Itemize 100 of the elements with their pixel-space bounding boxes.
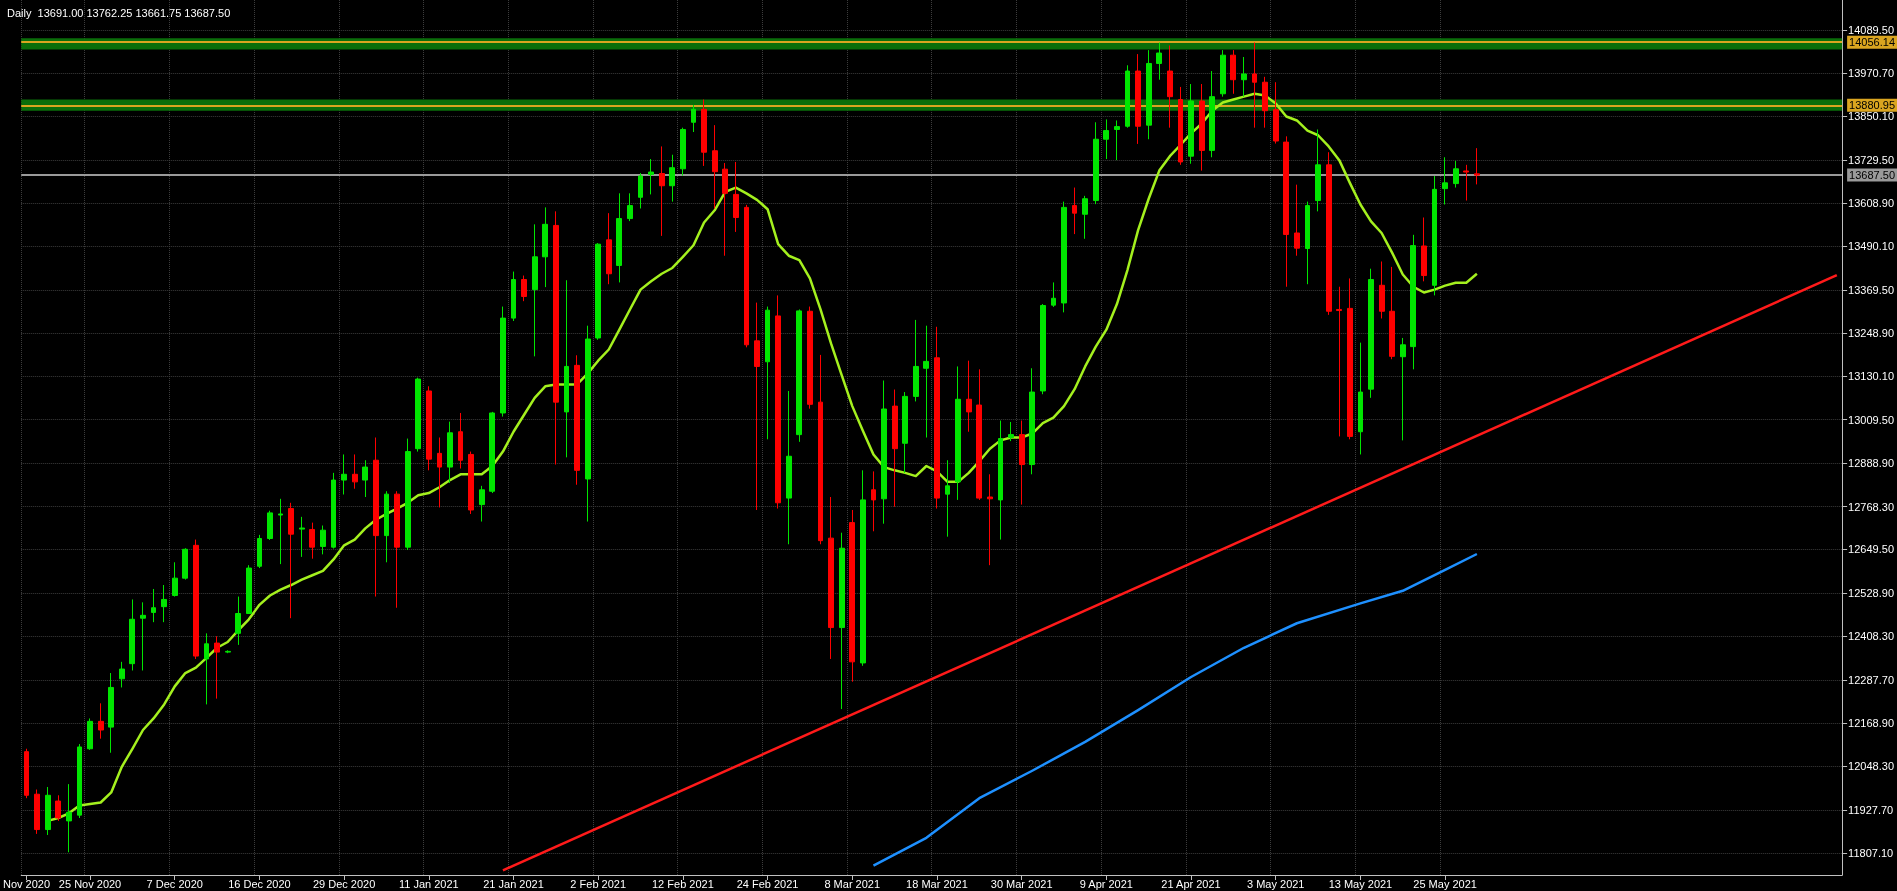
candlestick — [1220, 49, 1226, 98]
candlestick — [66, 783, 72, 853]
candlestick — [1252, 42, 1257, 129]
candlestick — [257, 534, 262, 569]
candlestick — [1432, 175, 1437, 296]
candlestick — [182, 547, 188, 581]
candlestick — [754, 302, 760, 511]
candlestick — [722, 162, 728, 257]
candlestick — [458, 412, 463, 470]
candlestick — [246, 564, 252, 615]
candlestick — [1400, 337, 1406, 441]
y-tick-label: 12048.30 — [1848, 760, 1895, 773]
candlestick — [585, 325, 591, 523]
candlestick — [775, 294, 781, 510]
candlestick — [595, 242, 601, 341]
candlestick — [489, 411, 495, 494]
candlestick — [796, 308, 802, 443]
candlestick — [701, 99, 707, 167]
candlestick — [415, 377, 421, 453]
candlestick — [712, 124, 718, 209]
y-tick-label: 13490.10 — [1848, 240, 1895, 253]
candlestick — [1146, 49, 1152, 140]
candlestick — [839, 532, 845, 710]
candlestick — [1029, 367, 1035, 475]
candlestick — [564, 279, 569, 458]
candlestick — [468, 451, 474, 515]
candlestick — [331, 472, 336, 550]
candlestick — [500, 306, 506, 418]
y-tick-label: 11807.10 — [1848, 847, 1894, 860]
candlestick — [998, 420, 1003, 541]
candlestick — [955, 365, 961, 501]
candlestick — [140, 601, 146, 671]
y-tick-label: 12649.50 — [1848, 543, 1895, 556]
candlestick — [648, 158, 654, 195]
candlestick — [1389, 266, 1395, 360]
y-tick-label: 13130.10 — [1848, 370, 1895, 383]
y-tick-label: 13369.50 — [1848, 283, 1895, 296]
candlestick — [1178, 86, 1183, 166]
candlestick — [267, 510, 273, 541]
y-tick-label: 13009.50 — [1848, 413, 1895, 426]
candlestick — [1230, 49, 1236, 95]
candlestick — [426, 385, 432, 471]
candlestick — [574, 354, 580, 486]
candlestick — [902, 391, 908, 474]
candlestick — [828, 496, 834, 660]
candlestick — [1294, 184, 1300, 257]
candlestick — [892, 389, 898, 508]
x-tick-label: 2 Feb 2021 — [570, 877, 627, 890]
candlestick — [849, 509, 855, 683]
candlestick — [1040, 303, 1046, 395]
candlestick — [1199, 83, 1205, 172]
candlestick — [1305, 201, 1310, 285]
candlestick — [193, 539, 199, 660]
candlestick — [1125, 64, 1130, 129]
candlestick — [278, 498, 283, 565]
candlestick — [161, 584, 167, 623]
x-tick-label: 21 Jan 2021 — [483, 877, 544, 890]
candlestick — [934, 326, 940, 510]
candlestick — [871, 470, 876, 532]
candlestick — [108, 672, 114, 754]
candlestick — [288, 502, 294, 619]
candlestick — [1156, 42, 1162, 81]
y-tick-label: 14089.50 — [1848, 24, 1895, 37]
candlestick — [1421, 216, 1427, 282]
candlestick — [1358, 342, 1363, 455]
candlestick — [299, 516, 305, 558]
candlestick — [1019, 420, 1025, 506]
candlestick — [1336, 286, 1342, 437]
candlestick — [479, 485, 485, 523]
candlestick — [807, 306, 813, 410]
ref-line-label: 13687.50 — [1849, 169, 1896, 182]
candlestick — [923, 325, 929, 438]
x-tick-label: 30 Mar 2021 — [990, 877, 1053, 890]
x-tick-label: 24 Feb 2021 — [736, 877, 799, 890]
candlestick — [1241, 56, 1247, 98]
candlestick — [945, 459, 950, 538]
candlestick — [786, 390, 792, 545]
candlestick — [818, 354, 823, 545]
candlestick — [384, 490, 389, 563]
candlestick — [394, 490, 400, 609]
candlestick — [1453, 160, 1459, 189]
candlestick — [87, 717, 93, 751]
ref-line-label: 13880.95 — [1849, 99, 1896, 112]
x-tick-label: 25 Nov 2020 — [58, 877, 122, 890]
candlestick — [1008, 421, 1014, 442]
candlestick — [362, 459, 368, 498]
candlestick — [913, 319, 919, 402]
candlestick — [553, 210, 559, 466]
candlestick — [1474, 147, 1480, 185]
candlestick — [1188, 83, 1194, 165]
candlestick — [1082, 195, 1088, 240]
candlestick — [733, 161, 739, 233]
x-tick-label: 9 Apr 2021 — [1079, 877, 1133, 890]
candlestick — [172, 561, 178, 598]
candlestick — [1167, 44, 1173, 129]
candlestick — [309, 522, 315, 560]
candlestick — [1442, 156, 1448, 205]
candlestick — [1379, 260, 1385, 319]
candlestick — [1273, 81, 1279, 145]
candlestick — [1463, 164, 1469, 202]
